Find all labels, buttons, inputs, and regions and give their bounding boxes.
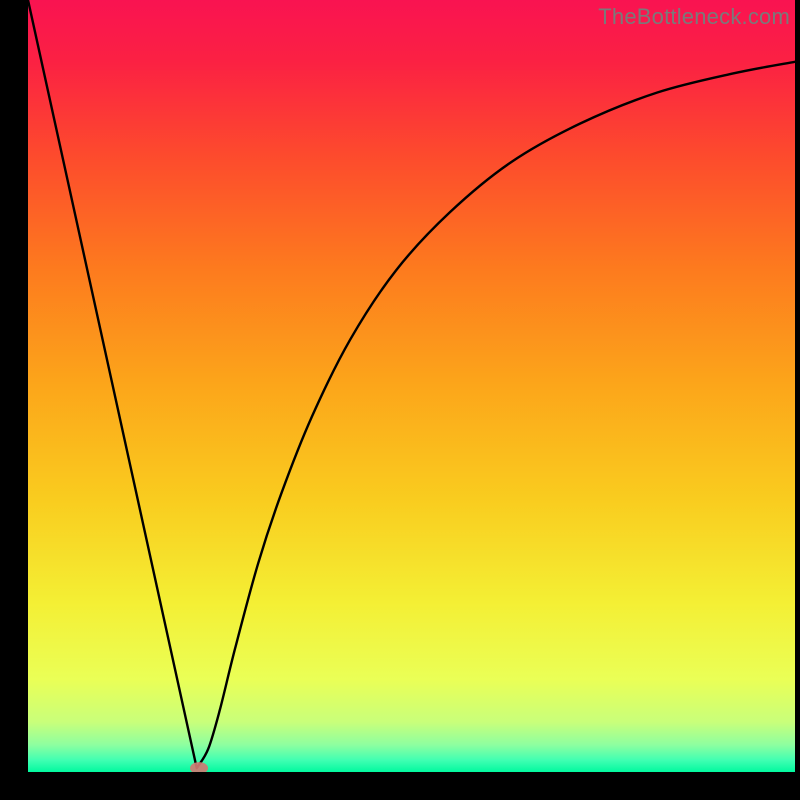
chart-svg	[0, 0, 800, 800]
bottleneck-chart	[0, 0, 800, 800]
plot-background	[28, 0, 795, 772]
watermark-text: TheBottleneck.com	[598, 4, 790, 30]
